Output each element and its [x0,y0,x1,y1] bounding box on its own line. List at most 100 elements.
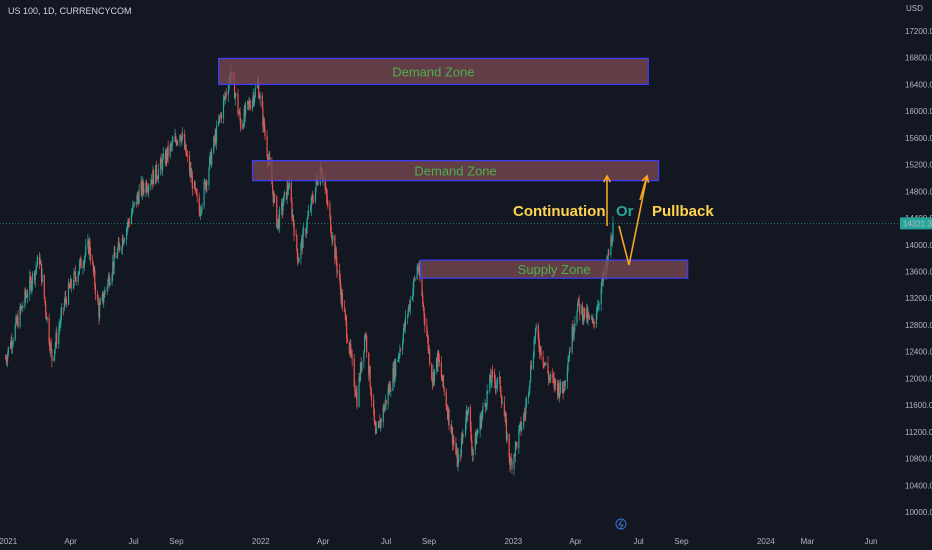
candle-body [130,214,133,224]
candle-body [343,306,346,312]
candle-body [355,391,357,397]
candle-body [436,357,438,368]
candle-body [12,340,14,344]
zone-label-2: Demand Zone [414,164,496,179]
y-tick-label: 10000.0 [905,508,932,517]
candle-body [353,358,355,386]
candle-body [447,408,449,419]
candle-body [413,278,416,280]
candle-body [292,215,294,224]
candle-body [301,238,303,248]
candle-body [559,392,561,397]
candle-body [240,119,242,130]
candle-body [58,328,60,344]
candle-body [296,235,298,249]
x-tick-label: Jun [865,537,878,546]
candle-body [530,365,532,369]
candle-body [346,321,348,339]
candle-body [385,399,387,405]
candle-body [295,235,297,236]
candle-body [344,311,346,316]
candle-body [65,296,67,300]
candle-body [557,384,559,395]
current-price-label: 14321.3 [903,219,932,228]
candle-body [54,344,56,350]
candle-body [141,181,143,194]
candle-body [340,289,342,302]
candle-body [83,258,86,266]
x-tick-label: Sep [674,537,689,546]
candle-body [611,241,613,244]
pullback-arrow [639,175,648,201]
candle-body [38,256,41,265]
candle-body [506,433,508,440]
candle-body [571,326,573,352]
candle-body [39,260,41,265]
candle-body [476,432,478,435]
candle-body [200,210,202,212]
candle-body [191,175,193,189]
candle-body [543,362,546,366]
candle-body [608,253,610,256]
candle-body [567,362,569,371]
candle-body [263,118,265,131]
candle-body [453,439,455,444]
y-tick-label: 16000.0 [905,107,932,116]
x-tick-label: 2022 [252,537,270,546]
candle-body [539,347,541,353]
annotations-layer: Continuation Or Pullback [513,174,714,266]
candle-body [45,302,47,313]
candle-body [203,182,205,206]
candle-body [598,303,600,306]
candle-body [346,338,348,343]
candle-body [445,391,447,407]
candle-body [363,350,365,362]
candle-body [554,379,557,385]
candle-body [170,144,172,146]
candle-body [341,292,344,307]
candle-body [152,170,154,184]
candle-body [296,248,299,260]
candle-body [171,141,173,146]
candle-body [564,381,566,386]
candle-body [475,433,477,445]
candle-body [474,433,476,450]
candle-body [303,229,305,231]
candle-body [45,312,47,321]
candle-body [219,116,221,118]
candle-body [586,308,588,321]
x-tick-label: 2021 [0,537,18,546]
candle-body [397,356,400,361]
candle-body [535,325,537,329]
y-tick-label: 10800.0 [905,455,932,464]
candle-body [204,181,206,183]
candle-body [423,307,425,318]
lightning-icon [615,518,627,530]
candle-body [193,182,196,189]
candle-body [220,113,222,119]
candle-body [99,304,101,318]
candle-body [364,336,366,337]
candle-body [312,200,315,203]
candle-body [433,372,435,382]
candle-body [262,118,265,127]
candle-body [49,342,51,351]
zone-box-3 [420,259,689,279]
candle-body [247,101,249,105]
candle-body [268,157,270,160]
candle-body [87,240,89,246]
candle-body [272,190,274,203]
candle-body [586,308,588,319]
x-tick-label: Jul [128,537,138,546]
candle-body [554,379,556,387]
candle-body [578,298,580,304]
candle-body [610,237,613,244]
candle-body [264,130,266,136]
candle-body [48,317,50,343]
candle-body [273,194,275,203]
candle-body [195,188,197,190]
candle-body [521,426,523,431]
candle-body [489,375,492,383]
candle-body [280,202,283,209]
